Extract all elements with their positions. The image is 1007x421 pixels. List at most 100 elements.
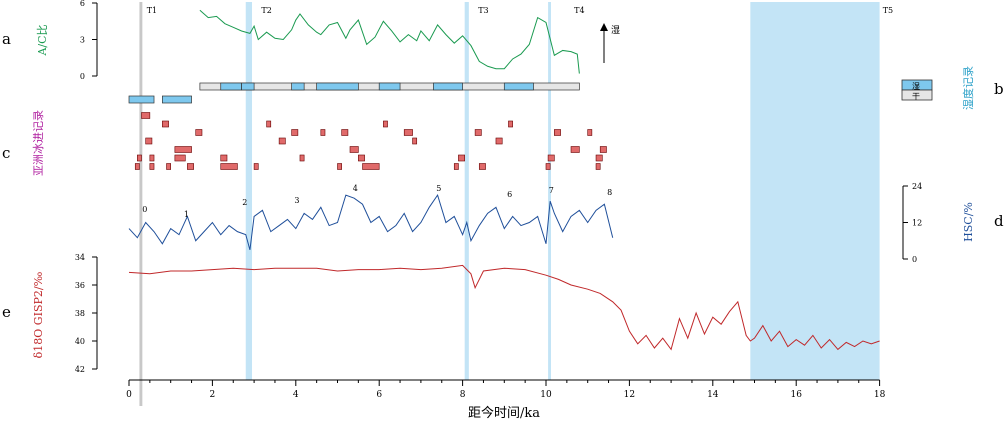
- glacier-event-41: [595, 163, 601, 170]
- glacier-event-19: [570, 146, 580, 153]
- ticklabel-e-42: 42: [75, 365, 85, 374]
- glacier-event-40: [545, 163, 551, 170]
- legend-dry-label: 干: [912, 92, 920, 101]
- glacier-event-20: [599, 146, 607, 153]
- x-ticklabel-8: 8: [460, 390, 466, 400]
- panel-a-letter: a: [2, 30, 11, 48]
- climate-band-3: [750, 2, 880, 380]
- glacier-event-11: [554, 129, 561, 136]
- glacier-event-9: [474, 129, 482, 136]
- x-ticklabel-10: 10: [540, 390, 552, 400]
- glacier-event-1: [162, 120, 169, 128]
- glacier-event-10: [508, 120, 513, 128]
- cycle-label-3: 3: [294, 196, 299, 205]
- humid-interval-2: [220, 82, 242, 91]
- x-ticklabel-12: 12: [624, 390, 635, 400]
- glacier-event-0: [141, 112, 151, 119]
- glacier-event-32: [166, 163, 171, 170]
- ticklabel-d-24: 24: [912, 182, 922, 191]
- glacier-event-23: [174, 154, 186, 162]
- cycle-label-6: 6: [507, 190, 512, 199]
- glacier-event-38: [453, 163, 459, 170]
- x-ticklabel-4: 4: [293, 390, 299, 400]
- climate-band-1: [464, 2, 469, 380]
- panel-b-letter: b: [994, 80, 1004, 98]
- climate-band-0: [245, 2, 253, 380]
- x-ticklabel-18: 18: [874, 390, 886, 400]
- event-label-T5: T5: [883, 6, 893, 15]
- glacier-event-39: [478, 163, 486, 170]
- glacier-event-34: [220, 163, 238, 170]
- ticklabel-e-36: 36: [75, 281, 85, 290]
- glacier-event-21: [137, 154, 142, 162]
- d18o-line: [128, 264, 880, 351]
- panel-c-ylabel: 亚洲冰进记录: [32, 110, 45, 176]
- event-bands: [139, 2, 880, 406]
- cycle-label-1: 1: [184, 210, 189, 219]
- humid-interval-6: [378, 82, 401, 91]
- glacier-event-36: [337, 163, 342, 170]
- glacier-event-8: [403, 129, 413, 136]
- ticklabel-a-6: 6: [80, 0, 85, 8]
- event-label-T4: T4: [574, 6, 584, 15]
- panel-c-letter: c: [2, 144, 10, 162]
- humid-interval-4: [291, 82, 305, 91]
- legend-dry-swatch: [901, 89, 933, 101]
- ticklabel-e-34: 34: [75, 253, 85, 262]
- event-label-T2: T2: [261, 6, 271, 15]
- cycle-label-5: 5: [436, 184, 441, 193]
- glacier-event-17: [412, 137, 418, 145]
- glacier-event-3: [266, 120, 272, 128]
- climate-band-2: [548, 2, 552, 380]
- glacier-event-31: [149, 163, 155, 170]
- glacier-event-29: [595, 154, 603, 162]
- cycle-label-8: 8: [607, 188, 612, 197]
- x-axis-label: 距今时间/ka: [468, 405, 540, 421]
- panel-a-ylabel: A/C比: [36, 24, 49, 56]
- glacier-event-6: [341, 129, 349, 136]
- glacier-event-33: [187, 163, 194, 170]
- glacier-event-5: [320, 129, 326, 136]
- gray-band: [139, 2, 143, 406]
- panel-d-letter: d: [994, 212, 1004, 230]
- glacier-event-4: [291, 129, 299, 136]
- humid-interval-3: [241, 82, 255, 91]
- cycle-label-2: 2: [242, 198, 247, 207]
- glacier-event-28: [547, 154, 555, 162]
- glacier-event-35: [253, 163, 259, 170]
- panel-d-ylabel: HSC/%: [962, 202, 975, 242]
- panel-e-ylabel: δ18O GISP2/‰: [32, 271, 45, 358]
- legend-humid-label: 湿: [912, 82, 920, 91]
- humid-interval-5: [316, 82, 359, 91]
- chart-marks: [128, 9, 880, 351]
- humid-interval-8: [503, 82, 534, 91]
- cycle-label-7: 7: [549, 186, 554, 195]
- glacier-event-14: [174, 146, 192, 153]
- x-ticklabel-6: 6: [376, 390, 382, 400]
- panel-b-ylabel: 湿度记录: [961, 66, 975, 110]
- glacier-event-27: [458, 154, 465, 162]
- ticklabel-e-38: 38: [75, 309, 85, 318]
- x-ticklabel-0: 0: [126, 390, 132, 400]
- glacier-event-13: [145, 137, 153, 145]
- glacier-event-37: [362, 163, 380, 170]
- glacier-event-12: [587, 129, 593, 136]
- glacier-event-24: [220, 154, 228, 162]
- glacier-event-7: [383, 120, 388, 128]
- glacier-event-22: [149, 154, 155, 162]
- glacier-event-18: [495, 137, 503, 145]
- glacier-event-2: [195, 129, 203, 136]
- ticklabel-a-3: 3: [80, 36, 85, 45]
- ticklabel-d-0: 0: [912, 255, 917, 264]
- arrowhead-icon: [600, 23, 608, 31]
- ac-ratio-line: [199, 9, 580, 74]
- hsc-line: [128, 193, 614, 251]
- event-label-T3: T3: [478, 6, 488, 15]
- cycle-label-0: 0: [142, 205, 147, 214]
- x-ticklabel-14: 14: [707, 390, 719, 400]
- glacier-event-30: [134, 163, 140, 170]
- ticklabel-d-12: 12: [912, 219, 922, 228]
- ticklabel-e-40: 40: [75, 337, 85, 346]
- glacier-event-15: [278, 137, 286, 145]
